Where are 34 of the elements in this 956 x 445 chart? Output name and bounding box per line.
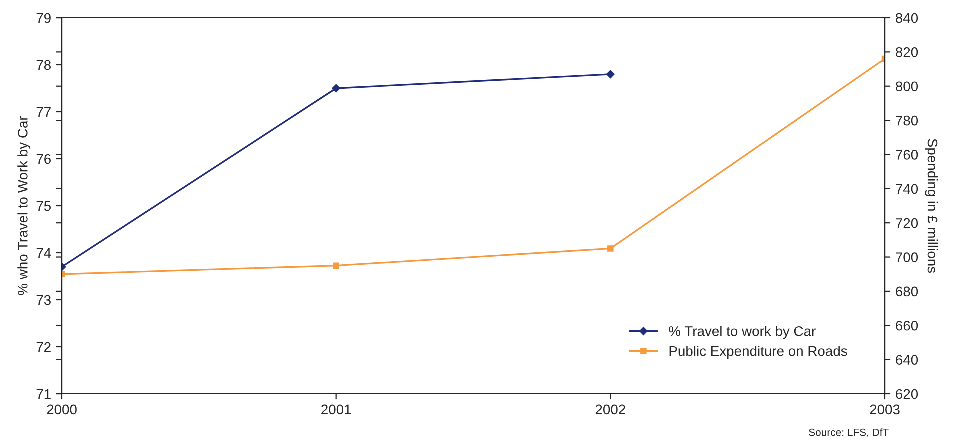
y-tick-label: 74 — [36, 248, 52, 258]
legend-label: Public Expenditure on Roads — [670, 346, 848, 359]
y-tick-label: 75 — [36, 201, 52, 212]
y-axis-title: % who Travel to Work by Car — [18, 116, 31, 296]
y-tick-label: 76 — [36, 154, 51, 164]
y2-tick-label: 660 — [896, 320, 918, 331]
y-tick-label: 73 — [36, 295, 51, 306]
y2-tick-label: 780 — [896, 116, 918, 126]
y-tick-label: 79 — [36, 13, 51, 24]
y2-tick-label: 760 — [896, 150, 918, 160]
y2-tick-label: 720 — [896, 218, 918, 228]
y2-tick-label: 680 — [896, 286, 918, 297]
x-tick-label: 2002 — [596, 404, 626, 415]
x-tick-label: 2000 — [47, 404, 77, 415]
y2-axis-title: Spending in £ millions — [925, 139, 938, 274]
source-note: Source: LFS, DfT — [809, 428, 889, 438]
y2-tick-label: 840 — [896, 13, 918, 24]
x-tick-label: 2003 — [870, 404, 900, 415]
y2-tick-label: 700 — [896, 252, 918, 262]
point — [606, 70, 615, 79]
point — [608, 246, 614, 252]
x-tick-label: 2001 — [322, 404, 352, 415]
y-tick-label: 71 — [36, 389, 51, 400]
y2-tick-label: 620 — [896, 389, 918, 400]
legend-label: % Travel to work by Car — [669, 326, 816, 340]
y2-tick-label: 740 — [896, 184, 918, 194]
y2-tick-label: 820 — [896, 48, 918, 58]
point — [332, 84, 340, 93]
y-tick-label: 78 — [36, 60, 51, 70]
y2-tick-label: 640 — [896, 355, 918, 365]
point — [333, 262, 340, 269]
y2-tick-label: 800 — [896, 82, 918, 92]
y-tick-label: 77 — [36, 107, 51, 118]
y-tick-label: 72 — [36, 342, 51, 352]
